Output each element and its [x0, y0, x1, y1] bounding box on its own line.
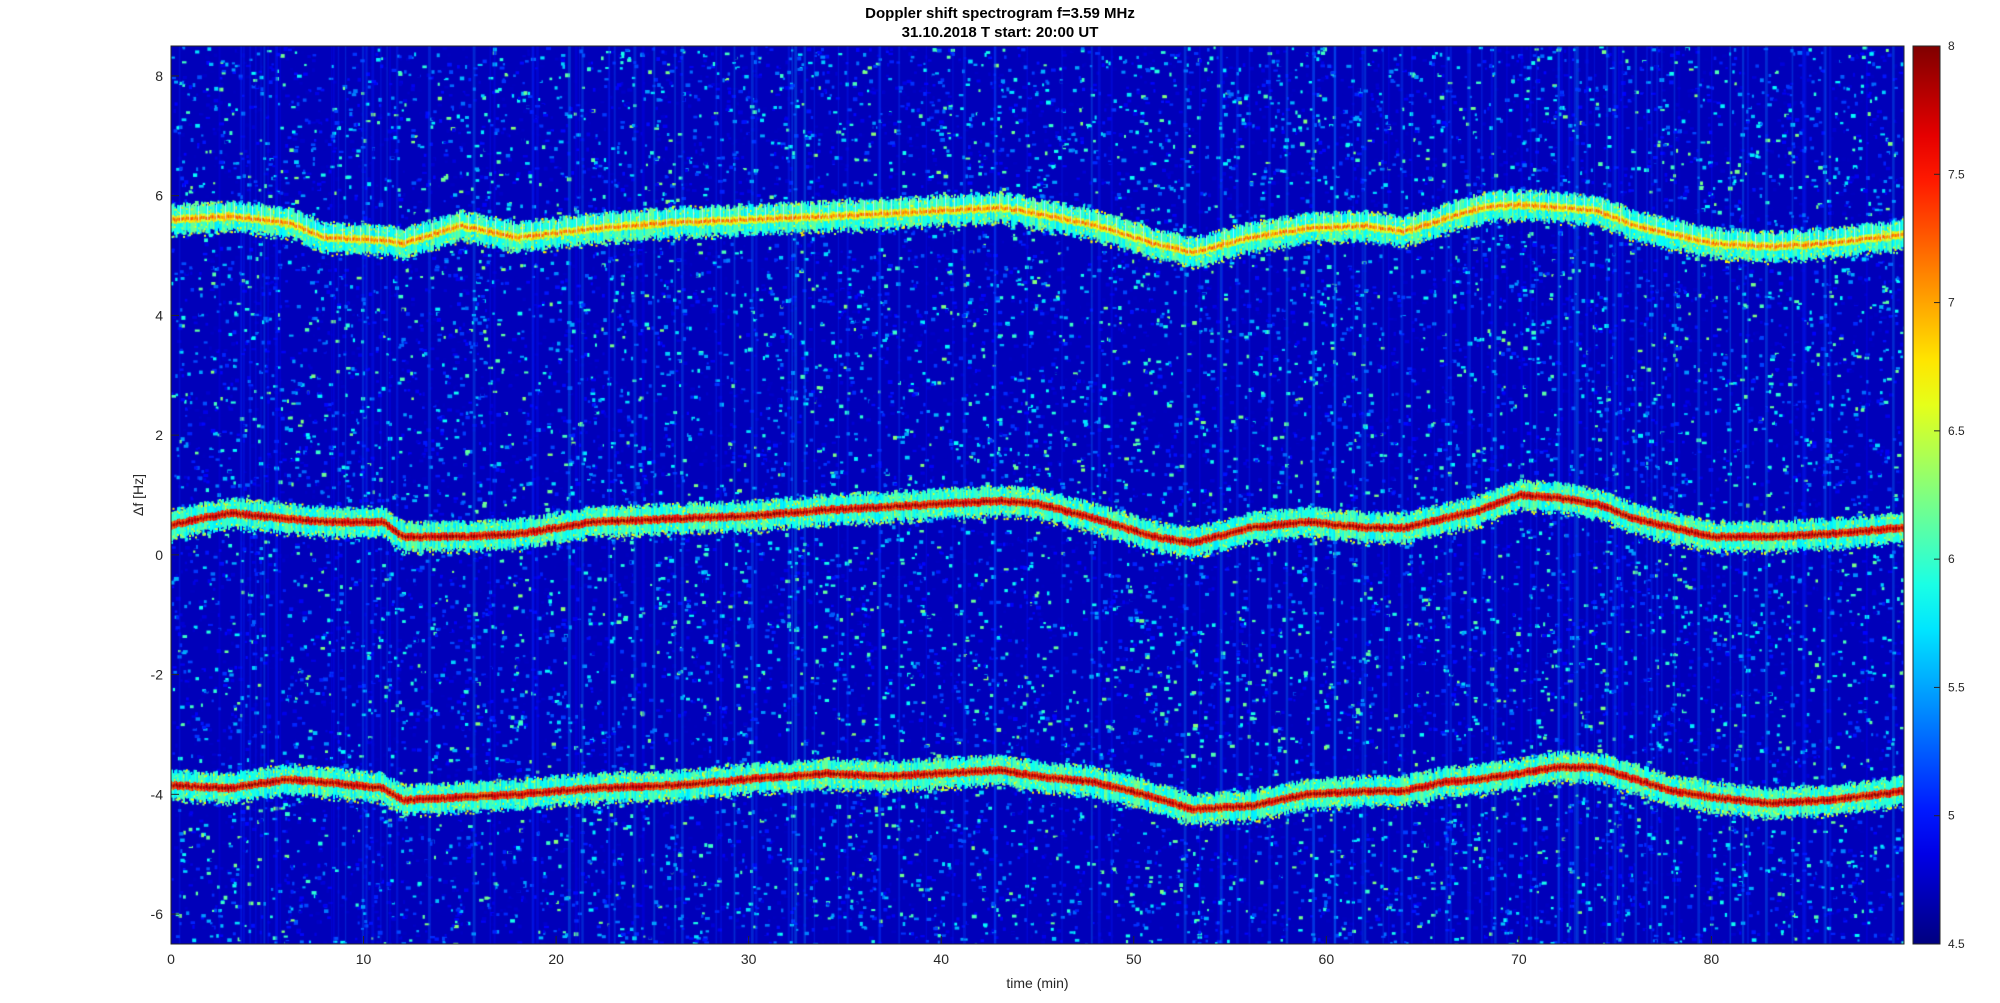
colorbar-tick-label: 4.5	[1948, 937, 1965, 951]
colorbar: 4.5 5 5.5 6 6.5 7 7.5 8	[1912, 39, 1965, 951]
axes: 0 10 20 30 40 50 60 70 80 -6 -4 -2 0 2 4 6 8	[151, 45, 1905, 967]
x-tick-label: 60	[1319, 951, 1335, 967]
y-axis-label: Δf [Hz]	[130, 474, 146, 516]
x-tick-label: 10	[356, 951, 372, 967]
plot-frame	[170, 45, 1905, 945]
colorbar-tick-label: 7.5	[1948, 167, 1965, 181]
colorbar-tick-label: 8	[1948, 39, 1955, 53]
y-tick-label: 2	[155, 427, 163, 443]
x-tick-label: 20	[548, 951, 564, 967]
spectrogram-image	[171, 46, 1904, 944]
colorbar-tick-label: 5	[1948, 809, 1955, 823]
plot-area	[171, 46, 1904, 944]
colorbar-tick-label: 7	[1948, 296, 1955, 310]
y-tick-label: 4	[155, 307, 163, 323]
y-tick-label: 0	[155, 547, 163, 563]
colorbar-tick-label: 5.5	[1948, 680, 1965, 694]
y-tick-label: 6	[155, 188, 163, 204]
y-tick-label: -2	[151, 667, 164, 683]
chart-title: Doppler shift spectrogram f=3.59 MHz	[865, 5, 1135, 22]
x-tick-label: 40	[933, 951, 949, 967]
colorbar-tick-label: 6	[1948, 552, 1955, 566]
y-tick-label: -4	[151, 786, 164, 802]
x-tick-label: 50	[1126, 951, 1142, 967]
x-tick-label: 0	[167, 951, 175, 967]
x-axis-label: time (min)	[1006, 975, 1068, 991]
chart-subtitle: 31.10.2018 T start: 20:00 UT	[901, 24, 1099, 41]
y-tick-label: -6	[151, 906, 164, 922]
colorbar-gradient	[1912, 45, 1941, 945]
colorbar-tick-label: 6.5	[1948, 424, 1965, 438]
y-tick-label: 8	[155, 68, 163, 84]
x-tick-label: 70	[1511, 951, 1527, 967]
x-tick-label: 30	[741, 951, 757, 967]
x-tick-label: 80	[1704, 951, 1720, 967]
